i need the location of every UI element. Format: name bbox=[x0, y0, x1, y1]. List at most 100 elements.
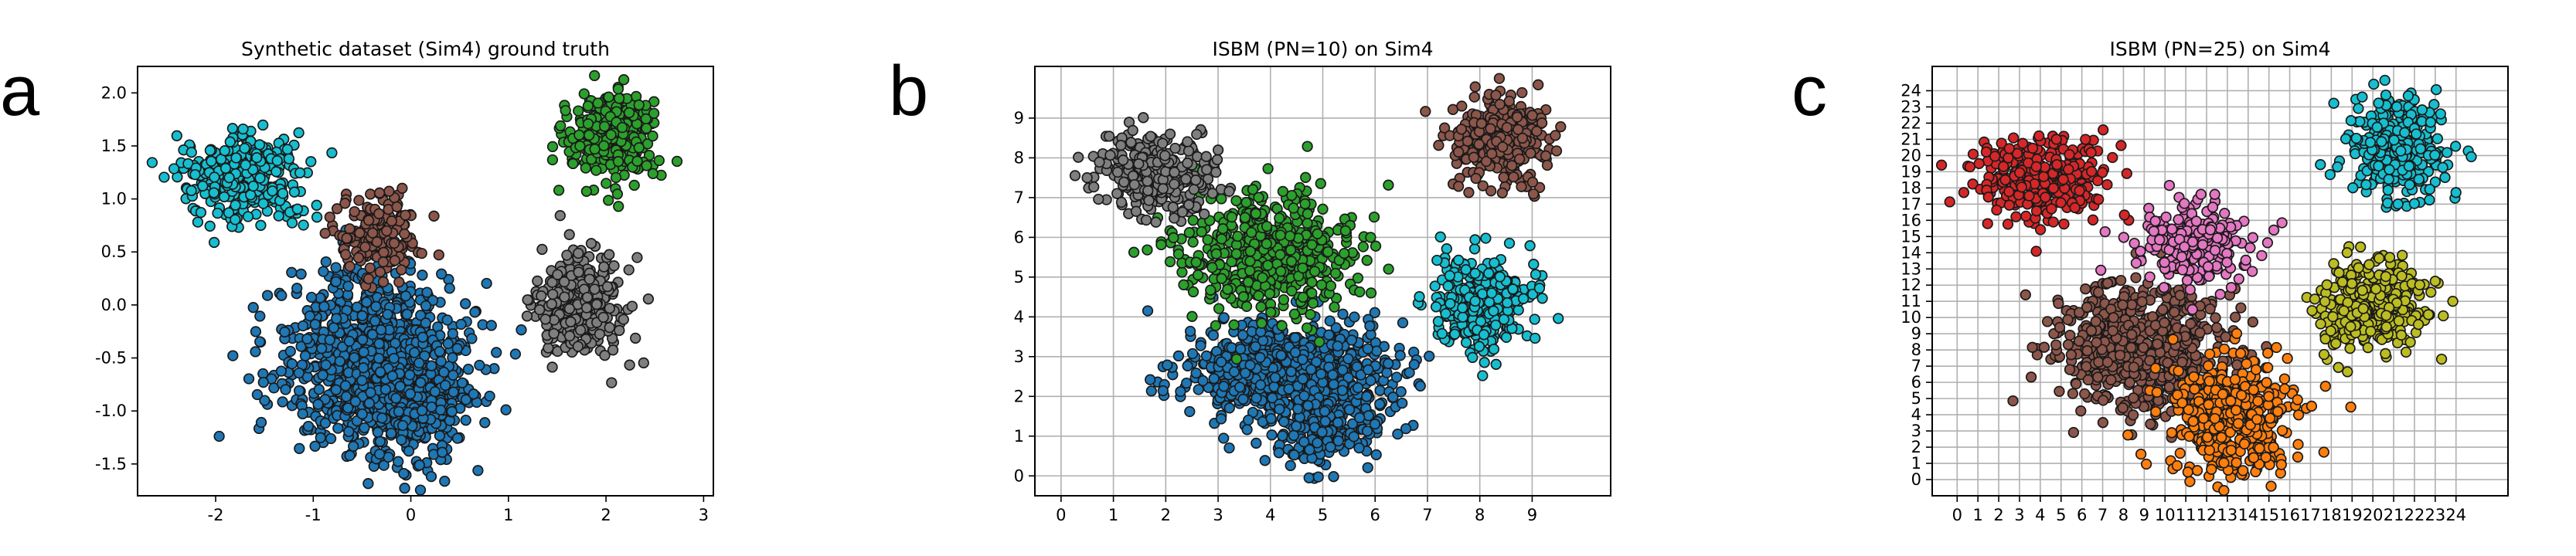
data-point bbox=[369, 315, 381, 327]
data-point bbox=[1315, 279, 1328, 291]
x-tick-label: 4 bbox=[1265, 506, 1275, 524]
data-point bbox=[1526, 110, 1538, 121]
data-point bbox=[536, 243, 548, 256]
y-tick-label: 7 bbox=[1014, 188, 1024, 207]
data-point bbox=[1243, 414, 1254, 426]
data-point bbox=[1206, 188, 1218, 199]
data-point bbox=[1184, 405, 1196, 418]
data-point bbox=[1315, 178, 1326, 189]
data-point bbox=[572, 341, 584, 352]
data-point bbox=[1297, 291, 1309, 303]
data-point bbox=[1191, 128, 1203, 141]
data-point bbox=[440, 379, 451, 392]
data-point bbox=[1496, 187, 1508, 198]
data-point bbox=[626, 300, 638, 312]
data-point bbox=[330, 276, 342, 287]
data-point bbox=[597, 311, 609, 324]
data-point bbox=[1250, 208, 1262, 219]
data-point bbox=[1490, 358, 1502, 370]
data-point bbox=[1278, 293, 1290, 306]
data-point bbox=[1244, 246, 1256, 257]
data-point bbox=[1145, 385, 1157, 397]
data-point bbox=[552, 269, 563, 280]
data-point bbox=[401, 308, 413, 320]
data-point bbox=[1468, 91, 1480, 103]
data-point bbox=[389, 255, 401, 266]
data-point bbox=[1503, 237, 1516, 249]
data-point bbox=[1315, 368, 1327, 380]
data-point bbox=[1190, 367, 1202, 379]
data-point bbox=[373, 208, 385, 219]
data-point bbox=[451, 343, 463, 354]
data-point bbox=[573, 247, 584, 259]
data-point bbox=[1133, 158, 1145, 170]
data-point bbox=[439, 476, 451, 487]
data-point bbox=[604, 303, 615, 314]
data-point bbox=[1297, 373, 1308, 385]
data-point bbox=[1143, 195, 1155, 206]
data-point bbox=[1336, 385, 1349, 396]
data-point bbox=[1223, 185, 1235, 197]
data-point bbox=[1125, 137, 1137, 148]
data-point bbox=[1230, 248, 1242, 259]
data-point bbox=[584, 273, 595, 285]
data-point bbox=[398, 468, 410, 480]
data-point bbox=[481, 277, 492, 290]
data-point bbox=[1414, 380, 1426, 392]
data-point bbox=[1190, 175, 1202, 186]
data-point bbox=[641, 122, 652, 134]
data-point bbox=[304, 310, 316, 322]
data-point bbox=[208, 236, 220, 249]
data-point bbox=[1298, 390, 1310, 402]
data-point bbox=[318, 266, 329, 277]
data-point bbox=[373, 337, 385, 350]
data-point bbox=[446, 405, 458, 418]
data-point bbox=[442, 337, 454, 350]
data-point bbox=[1297, 262, 1308, 274]
data-point bbox=[218, 191, 230, 203]
data-point bbox=[1239, 212, 1251, 223]
data-point bbox=[312, 398, 324, 410]
data-point bbox=[485, 320, 497, 331]
data-point bbox=[603, 91, 614, 103]
data-point bbox=[1433, 140, 1445, 151]
data-point bbox=[1159, 150, 1171, 161]
data-point bbox=[1305, 309, 1316, 320]
data-point bbox=[378, 246, 390, 258]
data-point bbox=[386, 427, 397, 439]
data-point bbox=[1312, 437, 1323, 449]
data-point bbox=[1242, 276, 1254, 288]
data-point bbox=[281, 144, 294, 155]
data-point bbox=[309, 440, 321, 452]
x-tick-label: 0 bbox=[406, 506, 416, 524]
data-point bbox=[1081, 172, 1093, 184]
data-point bbox=[1237, 291, 1249, 303]
data-point bbox=[1493, 73, 1506, 84]
data-point bbox=[1088, 181, 1100, 193]
data-point bbox=[212, 207, 223, 219]
data-point bbox=[1470, 172, 1482, 185]
data-point bbox=[219, 162, 232, 175]
data-point bbox=[297, 408, 308, 420]
data-point bbox=[601, 178, 612, 189]
data-point bbox=[358, 346, 369, 358]
data-point bbox=[1115, 140, 1127, 151]
data-point bbox=[1218, 381, 1230, 392]
data-point bbox=[1181, 377, 1193, 389]
data-point bbox=[1528, 259, 1540, 270]
data-point bbox=[400, 290, 412, 302]
data-point bbox=[319, 417, 332, 429]
data-point bbox=[616, 121, 628, 134]
data-point bbox=[1157, 385, 1169, 397]
data-point bbox=[1530, 332, 1541, 344]
data-point bbox=[500, 404, 512, 415]
data-point bbox=[1178, 279, 1189, 290]
points-layer bbox=[1069, 73, 1567, 484]
data-point bbox=[250, 326, 262, 337]
data-point bbox=[299, 350, 311, 361]
data-point bbox=[1244, 256, 1256, 267]
data-point bbox=[1262, 163, 1274, 175]
data-point bbox=[1503, 95, 1515, 107]
data-point bbox=[1103, 131, 1115, 142]
panel-letter-a: a bbox=[0, 52, 40, 131]
